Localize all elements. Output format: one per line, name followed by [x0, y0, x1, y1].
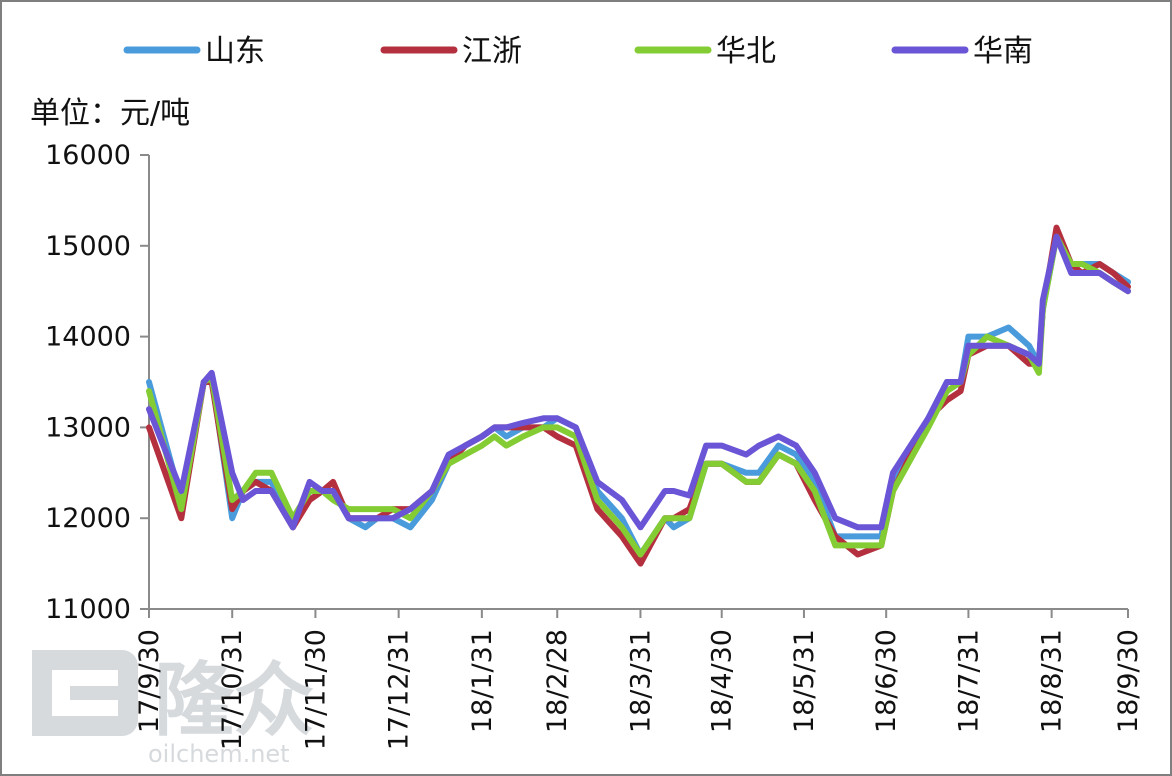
y-tick-label: 16000 — [45, 140, 131, 171]
x-tick-label: 17/9/30 — [134, 629, 165, 733]
series-line — [146, 233, 1131, 558]
x-tick-label: 18/7/31 — [953, 629, 984, 733]
x-tick-label: 17/12/31 — [384, 629, 415, 750]
x-tick-label: 18/9/30 — [1113, 629, 1144, 733]
watermark-brand: 隆众 — [154, 654, 314, 747]
unit-label: 单位：元/吨 — [30, 96, 190, 131]
y-tick-label: 11000 — [45, 594, 131, 625]
series-line — [146, 233, 1131, 531]
y-tick-label: 15000 — [45, 231, 131, 262]
legend-label: 山东 — [205, 34, 265, 69]
watermark: 隆众 oilchem.net — [32, 650, 314, 768]
x-tick-label: 18/8/31 — [1037, 629, 1068, 733]
x-axis: 17/9/30 17/10/31 17/11/30 17/12/31 18/1/31 18… — [134, 608, 1144, 750]
x-tick-label: 18/4/30 — [707, 629, 738, 733]
y-tick-label: 12000 — [45, 503, 131, 534]
watermark-domain: oilchem.net — [148, 740, 290, 768]
legend: 山东 江浙 华北 华南 — [123, 34, 1033, 69]
x-tick-label: 18/3/31 — [625, 629, 656, 733]
x-tick-label: 17/10/31 — [217, 629, 248, 750]
legend-label: 江浙 — [462, 34, 522, 69]
x-tick-label: 18/5/31 — [789, 629, 820, 733]
y-axis: 11000 12000 13000 14000 15000 16000 — [45, 140, 150, 625]
legend-label: 华南 — [973, 34, 1033, 69]
x-tick-label: 18/2/28 — [542, 629, 573, 733]
x-tick-label: 17/11/30 — [300, 629, 331, 750]
x-tick-label: 18/1/31 — [467, 629, 498, 733]
y-tick-label: 13000 — [45, 412, 131, 443]
x-tick-label: 18/6/30 — [871, 629, 902, 733]
y-tick-label: 14000 — [45, 322, 131, 353]
legend-label: 华北 — [716, 34, 776, 69]
series-lines — [146, 224, 1131, 567]
watermark-logo-mark — [32, 650, 138, 736]
series-line — [146, 233, 1131, 558]
